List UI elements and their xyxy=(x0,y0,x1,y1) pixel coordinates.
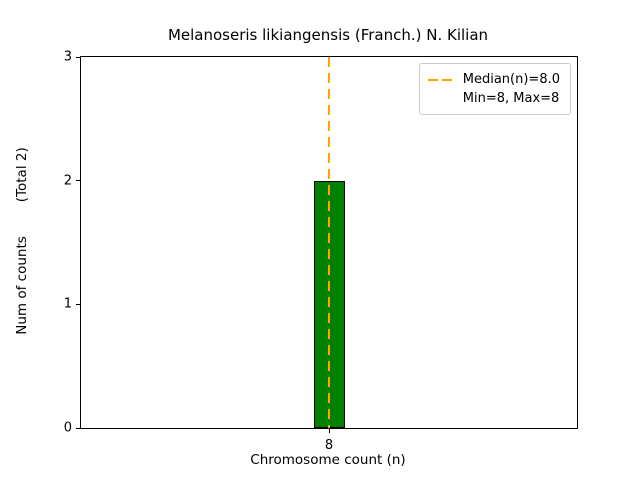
x-tick-mark xyxy=(328,429,330,433)
legend-label-minmax: Min=8, Max=8 xyxy=(462,91,560,106)
y-axis-label: Num of counts (Total 2) xyxy=(14,147,30,334)
x-tick-label: 8 xyxy=(324,438,334,453)
legend-entry-minmax: Min=8, Max=8 xyxy=(428,89,560,108)
y-tick-label: 3 xyxy=(63,49,72,65)
y-tick-mark xyxy=(76,303,80,305)
legend-label-median: Median(n)=8.0 xyxy=(462,72,560,87)
y-axis-label-total: (Total 2) xyxy=(14,147,30,203)
legend: Median(n)=8.0 Min=8, Max=8 xyxy=(418,63,571,115)
y-tick-mark xyxy=(76,180,80,182)
y-tick-mark xyxy=(76,427,80,429)
y-tick-label: 1 xyxy=(63,296,72,312)
chart-title: Melanoseris likiangensis (Franch.) N. Ki… xyxy=(167,26,489,44)
y-tick-mark xyxy=(76,56,80,58)
legend-dashed-line-sample xyxy=(427,78,455,81)
x-axis-label: Chromosome count (n) xyxy=(250,452,406,468)
y-axis-label-main: Num of counts xyxy=(14,236,30,335)
y-tick-label: 2 xyxy=(63,173,72,189)
legend-empty-sample xyxy=(428,98,455,100)
median-dashed-line xyxy=(328,57,330,428)
y-tick-label: 0 xyxy=(63,420,72,436)
plot-area: 8 Median(n)=8.0 Min=8, Max=8 0 1 2 3 xyxy=(64,51,578,452)
legend-entry-median: Median(n)=8.0 xyxy=(427,70,560,89)
